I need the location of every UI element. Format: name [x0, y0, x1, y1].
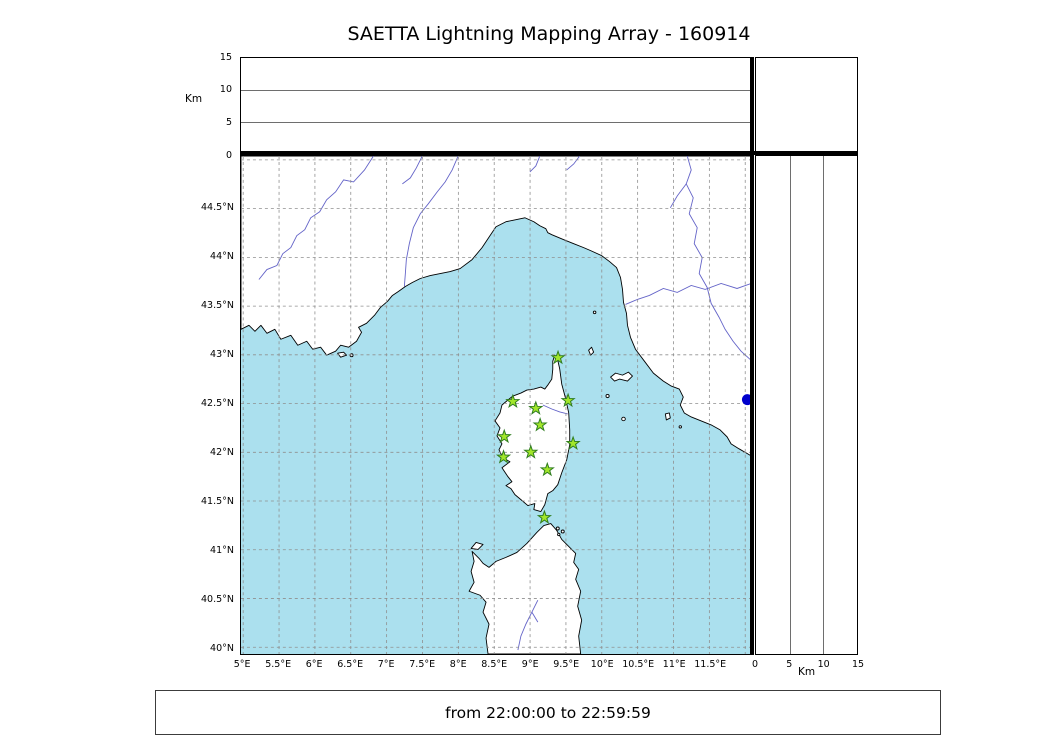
lon-tick-label: 7.5°E [409, 659, 436, 670]
river [529, 156, 541, 173]
lat-tick-label: 40.5°N [200, 593, 234, 605]
altitude-tick-label: 15 [851, 659, 865, 670]
river [669, 183, 687, 209]
altitude-gridline [789, 156, 791, 654]
capraia-island [588, 346, 595, 356]
lat-tick-label: 42.5°N [200, 398, 234, 410]
axis-divider-vertical [750, 57, 754, 655]
maddalena-island [560, 529, 565, 534]
lon-tick-label: 9.5°E [553, 659, 580, 670]
lma-station-marker [532, 416, 548, 432]
figure-title: SAETTA Lightning Mapping Array - 160914 [347, 23, 751, 45]
lma-station-marker [505, 393, 521, 409]
detection-point-group [741, 394, 751, 406]
lat-tick-label: 41°N [210, 544, 234, 556]
altitude-tick-label: 10 [219, 84, 232, 96]
lma-station-marker [528, 400, 544, 415]
river [566, 156, 581, 171]
altitude-gridline [823, 156, 825, 654]
map-panel [240, 155, 752, 655]
hyeres-island [337, 351, 348, 358]
altitude-tick-label: 0 [751, 659, 759, 670]
lon-tick-label: 5.5°E [265, 659, 292, 670]
corner-panel [755, 57, 858, 155]
lon-tick-label: 8°E [449, 659, 467, 670]
lon-tick-label: 10.5°E [622, 659, 655, 670]
land-group [241, 156, 751, 654]
lon-tick-label: 9°E [521, 659, 539, 670]
rivers-group [258, 156, 751, 651]
river [542, 404, 568, 415]
lma-station-marker [539, 461, 555, 477]
gorgona-island [592, 310, 597, 315]
river [258, 156, 374, 280]
altitude-tick-label: 15 [219, 51, 232, 63]
time-range-box: from 22:00:00 to 22:59:59 [155, 690, 941, 735]
map-canvas [241, 156, 751, 654]
lon-tick-label: 8.5°E [481, 659, 508, 670]
river [685, 156, 751, 361]
lat-tick-label: 40°N [210, 642, 234, 654]
lon-tick-label: 11°E [662, 659, 686, 670]
lat-tick-label: 43°N [210, 349, 234, 361]
altitude-axis-label-bottom: Km [797, 666, 816, 678]
elba-island [610, 371, 633, 382]
lat-tick-label: 44.5°N [200, 202, 234, 214]
lat-tick-label: 44°N [210, 251, 234, 263]
altitude-lon-panel [240, 57, 752, 155]
map-gridlines [241, 156, 751, 654]
lma-station-marker [550, 349, 566, 365]
lon-tick-label: 10°E [590, 659, 614, 670]
lma-station-marker [536, 509, 553, 525]
lma-station-marker [495, 449, 512, 464]
lon-tick-label: 6.5°E [337, 659, 364, 670]
lma-station-marker [560, 392, 576, 408]
lma-station-marker [523, 444, 539, 459]
altitude-gridline [241, 90, 751, 91]
river [531, 611, 539, 623]
montecristo-island [621, 416, 626, 422]
stations-group [495, 349, 581, 525]
altitude-tick-label: 5 [225, 116, 232, 128]
mainland-coast [241, 156, 751, 457]
lat-tick-label: 41.5°N [200, 495, 234, 507]
axis-divider-horizontal [240, 151, 858, 155]
river [517, 600, 539, 651]
altitude-tick-label: 5 [786, 659, 793, 670]
altitude-tick-label: 10 [817, 659, 830, 670]
lat-tick-label: 42°N [210, 446, 234, 458]
giglio-island [664, 412, 671, 421]
asinara-island [470, 541, 484, 550]
maddalena-island [557, 532, 561, 537]
lma-station-marker [565, 435, 581, 450]
time-range-text: from 22:00:00 to 22:59:59 [445, 703, 651, 722]
lon-tick-label: 11.5°E [694, 659, 727, 670]
lon-tick-label: 6°E [305, 659, 323, 670]
river [403, 156, 459, 287]
detection-point-marker [741, 394, 751, 406]
lma-station-marker [496, 428, 512, 444]
river [625, 283, 751, 305]
river [402, 156, 423, 185]
lon-tick-label: 5°E [233, 659, 251, 670]
lon-tick-label: 7°E [377, 659, 395, 670]
altitude-gridline [241, 122, 751, 123]
pianosa-island [605, 393, 610, 399]
altitude-tick-label: 0 [225, 149, 232, 161]
altitude-lat-panel [755, 155, 858, 655]
lat-tick-label: 43.5°N [200, 300, 234, 312]
altitude-axis-label-left: Km [185, 93, 203, 105]
maddalena-island [555, 526, 560, 531]
giannutri-island [678, 425, 682, 429]
